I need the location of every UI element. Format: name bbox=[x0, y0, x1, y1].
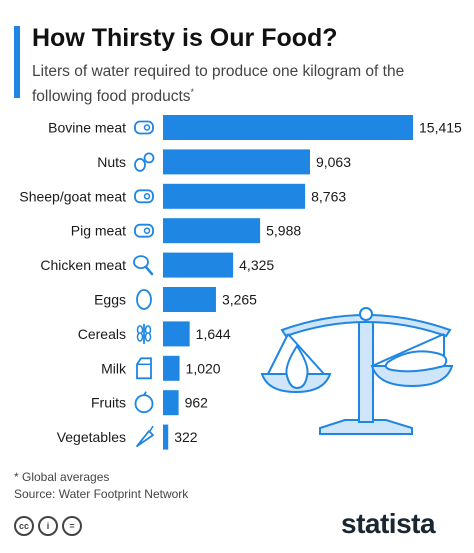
steak-icon bbox=[134, 223, 154, 238]
bar-eggs bbox=[163, 287, 216, 312]
bar-pig-meat bbox=[163, 218, 261, 244]
category-label: Fruits bbox=[91, 395, 126, 411]
value-label: 1,020 bbox=[186, 360, 221, 376]
egg-icon bbox=[136, 289, 152, 310]
chart-title: How Thirsty is Our Food? bbox=[32, 24, 338, 52]
category-label: Nuts bbox=[97, 154, 126, 170]
steak-icon bbox=[134, 120, 154, 135]
nuts-icon bbox=[134, 152, 155, 172]
title-accent-bar bbox=[14, 26, 20, 98]
value-label: 15,415 bbox=[419, 120, 462, 136]
bar-nuts bbox=[163, 149, 310, 175]
wheat-icon bbox=[136, 323, 152, 344]
bar-fruits bbox=[163, 390, 179, 416]
no-derivatives-icon[interactable]: = bbox=[62, 516, 82, 536]
balance-scale-illustration bbox=[260, 307, 454, 435]
value-label: 9,063 bbox=[316, 154, 351, 170]
category-label: Bovine meat bbox=[48, 120, 126, 136]
license-icons: cc i = bbox=[14, 516, 82, 536]
milk-carton-icon bbox=[136, 357, 152, 380]
value-label: 5,988 bbox=[266, 223, 301, 239]
value-label: 4,325 bbox=[239, 257, 274, 273]
category-label: Chicken meat bbox=[40, 257, 126, 273]
subtitle-text: Liters of water required to produce one … bbox=[32, 63, 405, 106]
bar-vegetables bbox=[163, 424, 169, 450]
attribution-icon[interactable]: i bbox=[38, 516, 58, 536]
category-label: Pig meat bbox=[71, 223, 126, 239]
value-label: 1,644 bbox=[196, 326, 231, 342]
value-label: 322 bbox=[174, 429, 198, 445]
bar-cereals bbox=[163, 321, 190, 347]
category-label: Milk bbox=[101, 360, 127, 376]
cc-icon[interactable]: cc bbox=[14, 516, 34, 536]
steak-icon bbox=[134, 189, 154, 204]
bar-chicken-meat bbox=[163, 252, 234, 278]
chicken-leg-icon bbox=[133, 255, 154, 276]
category-label: Eggs bbox=[94, 292, 126, 308]
category-label: Vegetables bbox=[57, 429, 126, 445]
value-label: 3,265 bbox=[222, 292, 257, 308]
bar-milk bbox=[163, 355, 180, 381]
carrot-icon bbox=[136, 425, 154, 447]
chart-subtitle: Liters of water required to produce one … bbox=[32, 62, 452, 107]
bar-sheep-goat-meat bbox=[163, 183, 306, 209]
subtitle-footnote-mark: * bbox=[190, 87, 195, 97]
category-label: Cereals bbox=[78, 326, 126, 342]
source-note: Source: Water Footprint Network bbox=[14, 487, 189, 501]
value-label: 962 bbox=[185, 395, 209, 411]
apple-icon bbox=[134, 391, 154, 414]
footnote-global-averages: * Global averages bbox=[14, 470, 110, 484]
category-label: Sheep/goat meat bbox=[19, 188, 126, 204]
bar-bovine-meat bbox=[163, 115, 413, 140]
value-label: 8,763 bbox=[311, 188, 346, 204]
statista-logo[interactable]: statista bbox=[341, 508, 436, 539]
